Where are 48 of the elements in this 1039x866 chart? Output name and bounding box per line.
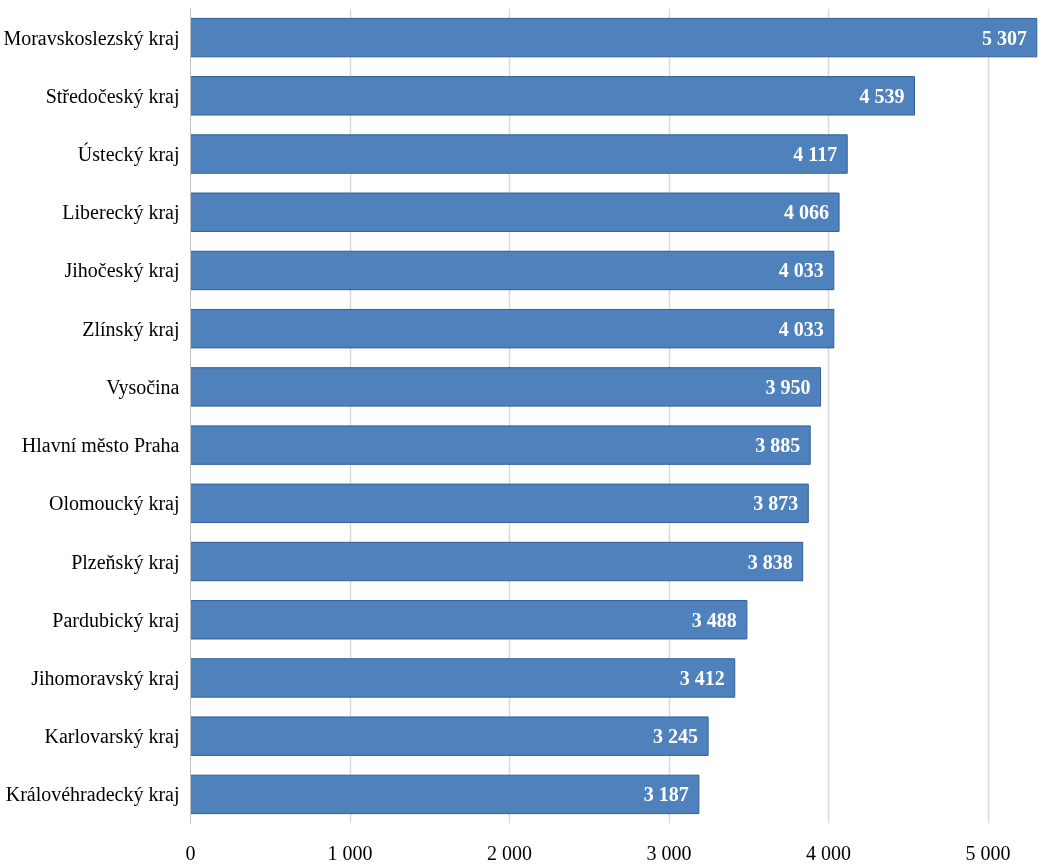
bar	[190, 658, 736, 698]
data-label: 3 488	[691, 608, 737, 631]
data-label: 3 873	[753, 492, 799, 515]
y-tick-label: Liberecký kraj	[62, 201, 180, 225]
x-tick-label: 3 000	[646, 841, 692, 864]
data-label: 3 245	[653, 725, 699, 748]
x-tick-label: 4 000	[806, 841, 852, 864]
x-tick-label: 5 000	[965, 841, 1011, 864]
bar	[190, 774, 700, 815]
y-tick-label: Karlovarský kraj	[44, 725, 180, 749]
y-tick-label: Olomoucký kraj	[48, 492, 180, 516]
y-tick-label: Ústecký kraj	[77, 142, 180, 167]
bar	[190, 192, 840, 232]
bar	[190, 425, 811, 465]
x-tick-label: 1 000	[327, 841, 373, 864]
bar	[190, 716, 709, 756]
data-label: 4 539	[859, 84, 905, 107]
data-label: 4 066	[784, 201, 830, 224]
data-label: 3 838	[747, 550, 793, 573]
y-tick-label: Moravskoslezský kraj	[3, 26, 180, 50]
data-label: 3 950	[765, 375, 811, 398]
y-tick-label: Středočeský kraj	[45, 84, 180, 108]
data-label: 3 187	[643, 783, 689, 806]
y-tick-label: Královéhradecký kraj	[5, 783, 180, 807]
data-label: 3 885	[755, 434, 801, 457]
y-tick-label: Hlavní město Praha	[21, 434, 180, 457]
y-tick-label: Plzeňský kraj	[71, 550, 180, 574]
y-tick-label: Jihočeský kraj	[64, 259, 180, 283]
bar	[190, 308, 835, 349]
bar	[190, 483, 809, 524]
bar	[190, 367, 822, 407]
y-tick-label: Zlínský kraj	[82, 317, 180, 341]
data-label: 4 033	[778, 317, 824, 340]
y-tick-label: Jihomoravský kraj	[31, 666, 180, 690]
x-tick-label: 0	[185, 841, 196, 864]
data-label: 5 307	[982, 26, 1028, 49]
x-tick-label: 2 000	[487, 841, 533, 864]
bar	[190, 76, 916, 116]
bar	[190, 134, 848, 174]
data-label: 3 412	[679, 666, 725, 689]
data-label: 4 033	[778, 259, 824, 282]
y-tick-label: Pardubický kraj	[52, 608, 180, 632]
bar	[190, 541, 804, 582]
data-label: 4 117	[793, 143, 838, 166]
y-tick-label: Vysočina	[106, 375, 180, 399]
bar	[190, 600, 748, 640]
bar	[190, 250, 835, 291]
bar	[190, 17, 1038, 58]
